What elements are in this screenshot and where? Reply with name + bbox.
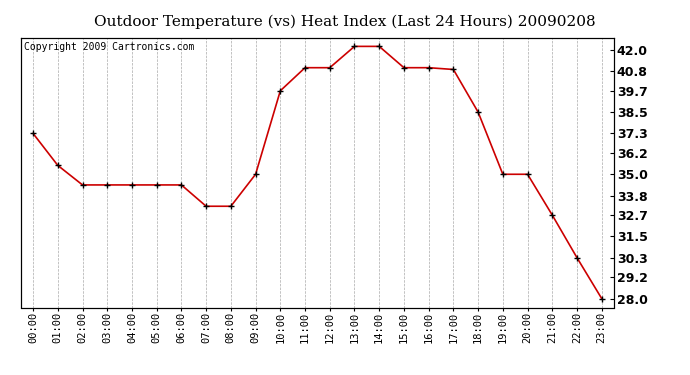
Text: Outdoor Temperature (vs) Heat Index (Last 24 Hours) 20090208: Outdoor Temperature (vs) Heat Index (Las… (95, 15, 595, 29)
Text: Copyright 2009 Cartronics.com: Copyright 2009 Cartronics.com (23, 42, 194, 51)
